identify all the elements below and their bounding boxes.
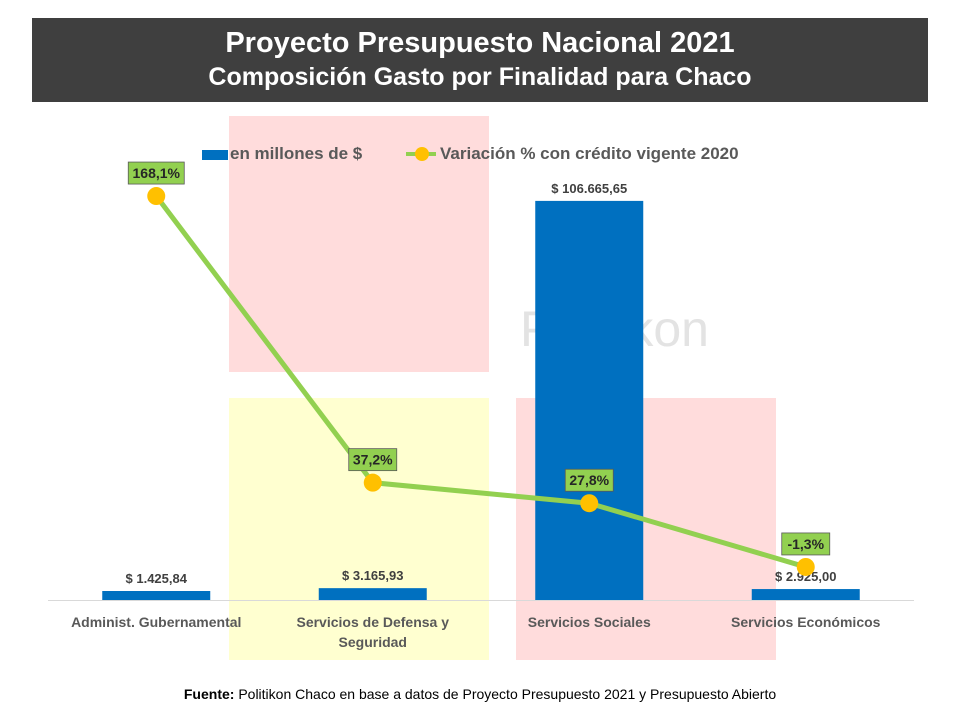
bar (102, 591, 211, 600)
source-text: Politikon Chaco en base a datos de Proye… (234, 686, 777, 702)
line-series: 168,1% 37,2% 27,8% -1,3% (127, 161, 831, 576)
line-data-label: -1,3% (787, 536, 824, 552)
bar-data-label: $ 2.925,00 (775, 569, 836, 584)
watermark-block-left (229, 398, 489, 660)
chart-legend: en millones de $ Variación % con crédito… (0, 142, 960, 166)
chart-title: Proyecto Presupuesto Nacional 2021 (225, 27, 735, 59)
legend-line-label: Variación % con crédito vigente 2020 (440, 144, 739, 163)
category-label: Servicios de Defensa y (296, 614, 449, 630)
line-marker (147, 187, 166, 206)
source-label: Fuente: (183, 686, 235, 702)
bar (535, 200, 644, 600)
line-label-box (348, 448, 398, 472)
bar (318, 588, 427, 600)
legend-marker-swatch (415, 147, 429, 161)
line-path (154, 194, 807, 570)
source-footer: Fuente: Politikon Chaco en base a datos … (0, 686, 960, 702)
bar-data-label: $ 1.425,84 (126, 571, 188, 586)
line-label-box (564, 468, 614, 492)
line-marker (363, 473, 382, 492)
bar (751, 589, 860, 600)
bar-series (102, 200, 860, 600)
line-marker (580, 494, 599, 513)
legend-bar-swatch (202, 150, 228, 160)
line-data-label: 37,2% (353, 452, 393, 468)
watermark-block-top (229, 116, 489, 372)
line-label-box (127, 161, 185, 185)
legend-bar-label: en millones de $ (230, 144, 363, 163)
category-labels: Administ. Gubernamental Servicios de Defe… (71, 614, 881, 650)
category-label: Administ. Gubernamental (71, 614, 241, 630)
chart-header: Proyecto Presupuesto Nacional 2021 Compo… (32, 18, 928, 102)
chart-subtitle: Composición Gasto por Finalidad para Cha… (208, 63, 752, 91)
line-label-box (781, 532, 831, 556)
bar-data-label: $ 106.665,65 (551, 181, 627, 196)
line-data-label: 27,8% (569, 472, 609, 488)
category-label: Servicios Sociales (528, 614, 651, 630)
bar-data-labels: $ 1.425,84 $ 3.165,93 $ 106.665,65 $ 2.925,… (126, 181, 837, 586)
category-label: Servicios Económicos (731, 614, 881, 630)
bar-data-label: $ 3.165,93 (342, 568, 403, 583)
line-marker (796, 557, 815, 576)
line-data-label: 168,1% (133, 165, 181, 181)
watermark-logo: Politikon (229, 116, 776, 660)
category-label: Seguridad (339, 634, 407, 650)
